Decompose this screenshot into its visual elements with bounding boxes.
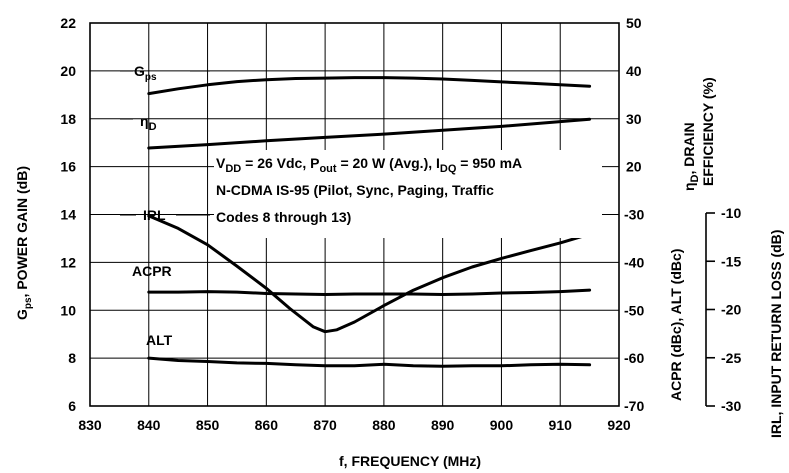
irl-series-label: IRL [143,207,166,223]
conditions-annotation: VDD = 26 Vdc, Pout = 20 W (Avg.), IDQ = … [214,150,602,238]
acpr-series-label: ACPR [132,263,172,279]
annotation-line-1: VDD = 26 Vdc, Pout = 20 W (Avg.), IDQ = … [216,155,522,175]
y-acpr-tick-label: -30 [624,207,644,223]
x-tick-label: 920 [607,417,631,433]
annotation-background [214,150,602,238]
tick-labels: 830 840 850 860 870 880 890 900 910 920 6 8 10 12 14 16… [60,15,644,433]
y-efficiency-tick-label: 20 [626,159,642,175]
x-tick-label: 880 [372,417,396,433]
y-left-tick-label: 8 [68,350,76,366]
y-axis-efficiency-title-line2: EFFICIENCY (%) [700,77,716,186]
y-irl-tick-label: -20 [721,302,741,318]
y-left-tick-label: 14 [60,207,76,223]
y-left-tick-label: 6 [68,398,76,414]
y-left-tick-label: 20 [60,63,76,79]
annotation-line-2: N-CDMA IS-95 (Pilot, Sync, Paging, Traff… [216,182,494,198]
y-irl-tick-label: -30 [721,398,741,414]
y-left-tick-label: 10 [60,302,76,318]
etad-series-label: ηD [140,113,157,133]
x-tick-label: 890 [431,417,455,433]
y-irl-tick-label: -15 [721,253,741,269]
y-irl-tick-label: -10 [721,205,741,221]
series-line-alt [147,356,592,368]
y-acpr-tick-label: -40 [624,254,644,270]
y-acpr-tick-label: -70 [624,398,644,414]
x-axis-title: f, FREQUENCY (MHz) [339,453,481,469]
x-tick-label: 860 [255,417,279,433]
y-axis-efficiency-title-line1: ηD, DRAIN [681,122,701,191]
series-labels: Gps ηD IRL ACPR ALT [120,63,210,348]
irl-axis: -30 -25 -20 -15 -10 [705,205,741,414]
y-axis-left-title: Gps, POWER GAIN (dB) [14,166,34,320]
alt-series-label: ALT [146,332,173,348]
y-axis-acpr-title: ACPR (dBc), ALT (dBc) [668,249,684,401]
plot-frame [89,22,620,407]
curves [147,76,592,368]
y-axis-irl-title: IRL, INPUT RETURN LOSS (dB) [768,230,784,438]
series-line-acpr [147,288,592,296]
y-efficiency-tick-label: 30 [626,111,642,127]
x-tick-label: 850 [196,417,220,433]
x-tick-label: 830 [78,417,102,433]
x-tick-label: 910 [549,417,573,433]
y-left-tick-label: 22 [60,15,76,31]
y-acpr-tick-label: -50 [624,302,644,318]
x-tick-label: 840 [137,417,161,433]
y-irl-tick-label: -25 [721,350,741,366]
gps-series-label: Gps [134,63,157,83]
x-tick-label: 870 [313,417,337,433]
series-line-gps [147,76,592,96]
y-efficiency-tick-label: 50 [626,15,642,31]
y-acpr-tick-label: -60 [624,350,644,366]
y-efficiency-tick-label: 40 [626,63,642,79]
y-left-tick-label: 16 [60,159,76,175]
series-line-irl [147,214,592,334]
series-line--d [147,117,592,150]
y-left-tick-label: 12 [60,254,76,270]
x-tick-label: 900 [490,417,514,433]
annotation-line-3: Codes 8 through 13) [216,209,351,225]
y-left-tick-label: 18 [60,111,76,127]
